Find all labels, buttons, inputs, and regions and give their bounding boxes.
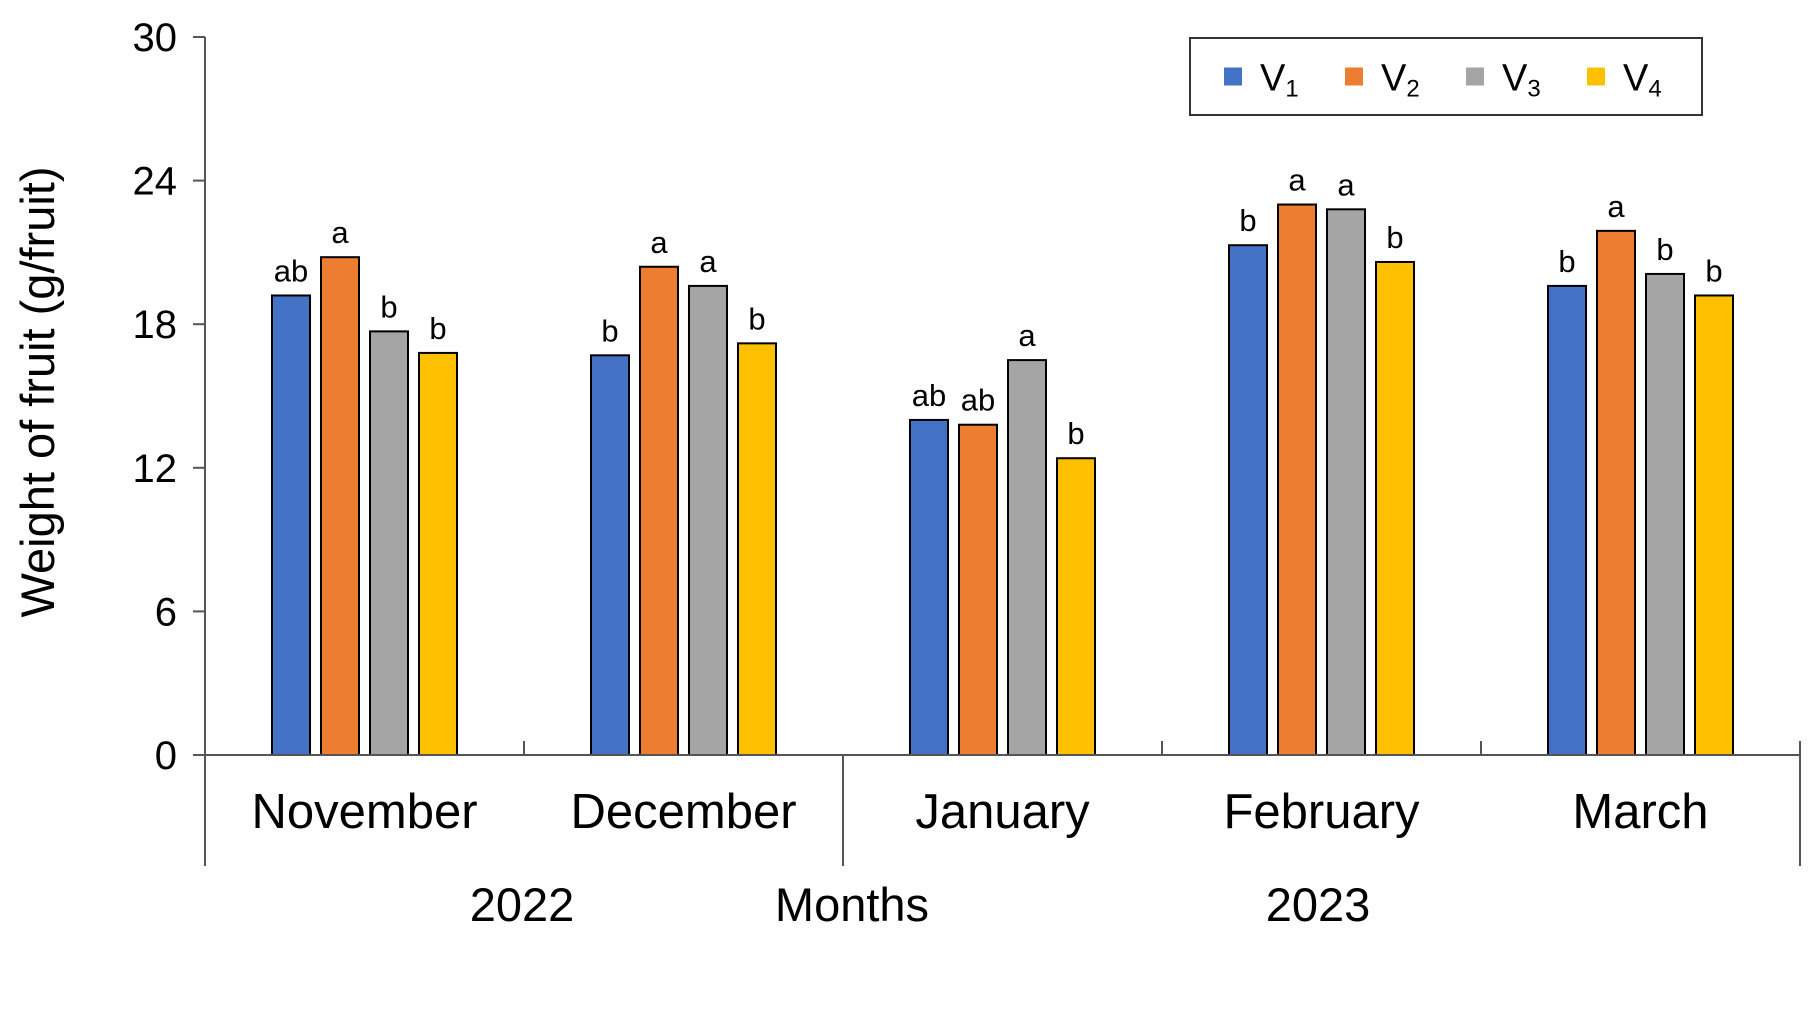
- significance-label: b: [1656, 232, 1673, 267]
- legend-label: V3: [1502, 58, 1541, 103]
- legend-label-subscript: 1: [1285, 76, 1298, 103]
- significance-label: b: [429, 311, 446, 346]
- significance-label: b: [1386, 220, 1403, 255]
- legend-box: [1189, 37, 1703, 116]
- legend-label-subscript: 2: [1406, 76, 1419, 103]
- x-category-label: December: [570, 785, 796, 839]
- significance-label: b: [748, 301, 765, 336]
- legend-label: V1: [1260, 58, 1299, 103]
- legend-label-subscript: 4: [1648, 76, 1661, 103]
- significance-label: b: [1239, 203, 1256, 238]
- legend-label-subscript: 3: [1527, 76, 1540, 103]
- bar: [418, 351, 458, 756]
- y-axis-title: Weight of fruit (g/fruit): [11, 167, 64, 618]
- significance-label: a: [650, 225, 668, 260]
- y-tick-label: 30: [133, 16, 178, 60]
- bar: [1277, 203, 1317, 757]
- bars: [271, 203, 1734, 757]
- y-axis: 0 6 12 18 24 30: [133, 16, 206, 778]
- legend-swatch: [1224, 67, 1242, 86]
- significance-label: ab: [961, 383, 995, 418]
- significance-label: ab: [274, 253, 308, 288]
- year-label-2023: 2023: [1266, 878, 1371, 931]
- significance-label: b: [1705, 253, 1722, 288]
- x-axis: November December January February March: [204, 741, 1801, 866]
- significance-label: b: [380, 289, 397, 324]
- legend: V1 V2 V3 V4: [1189, 37, 1703, 116]
- bar: [958, 423, 998, 756]
- bar: [1056, 457, 1096, 756]
- legend-swatch: [1345, 67, 1363, 86]
- legend-label-main: V: [1260, 58, 1286, 100]
- bar: [688, 284, 728, 756]
- y-tick-label: 6: [155, 590, 177, 634]
- bar: [1326, 208, 1366, 756]
- significance-label: a: [1288, 163, 1306, 198]
- significance-label: a: [1018, 318, 1036, 353]
- bar: [369, 330, 409, 756]
- legend-label: V4: [1623, 58, 1662, 103]
- y-tick-label: 0: [155, 734, 177, 778]
- significance-label: b: [1067, 416, 1084, 451]
- x-category-label: January: [915, 785, 1090, 839]
- significance-label: b: [601, 313, 618, 348]
- legend-label-main: V: [1623, 58, 1649, 100]
- legend-label-main: V: [1381, 58, 1407, 100]
- bar: [320, 256, 360, 756]
- bar: [1596, 229, 1636, 757]
- bar: [737, 342, 777, 756]
- bar: [1228, 244, 1268, 756]
- bar: [590, 354, 630, 756]
- bar: [1547, 284, 1587, 756]
- legend-swatch: [1466, 67, 1484, 86]
- bar: [1645, 272, 1685, 756]
- bar: [271, 294, 311, 756]
- significance-label: a: [699, 244, 717, 279]
- y-tick-label: 12: [133, 447, 178, 491]
- significance-label: a: [331, 215, 349, 250]
- significance-label: b: [1558, 244, 1575, 279]
- bar: [639, 265, 679, 756]
- year-label-2022: 2022: [470, 878, 575, 931]
- significance-label: a: [1607, 189, 1625, 224]
- x-category-label: February: [1223, 785, 1420, 839]
- x-category-label: March: [1572, 785, 1708, 839]
- bar: [1375, 260, 1415, 756]
- significance-label: a: [1337, 167, 1355, 202]
- legend-label-main: V: [1502, 58, 1528, 100]
- bar: [909, 418, 949, 756]
- legend-swatch: [1587, 67, 1605, 86]
- x-axis-title: Months: [775, 878, 929, 931]
- bar: [1694, 294, 1734, 756]
- bar: [1007, 359, 1047, 756]
- x-category-label: November: [251, 785, 477, 839]
- legend-label: V2: [1381, 58, 1420, 103]
- significance-label: ab: [912, 378, 946, 413]
- y-tick-label: 18: [133, 303, 178, 347]
- y-tick-label: 24: [133, 160, 178, 204]
